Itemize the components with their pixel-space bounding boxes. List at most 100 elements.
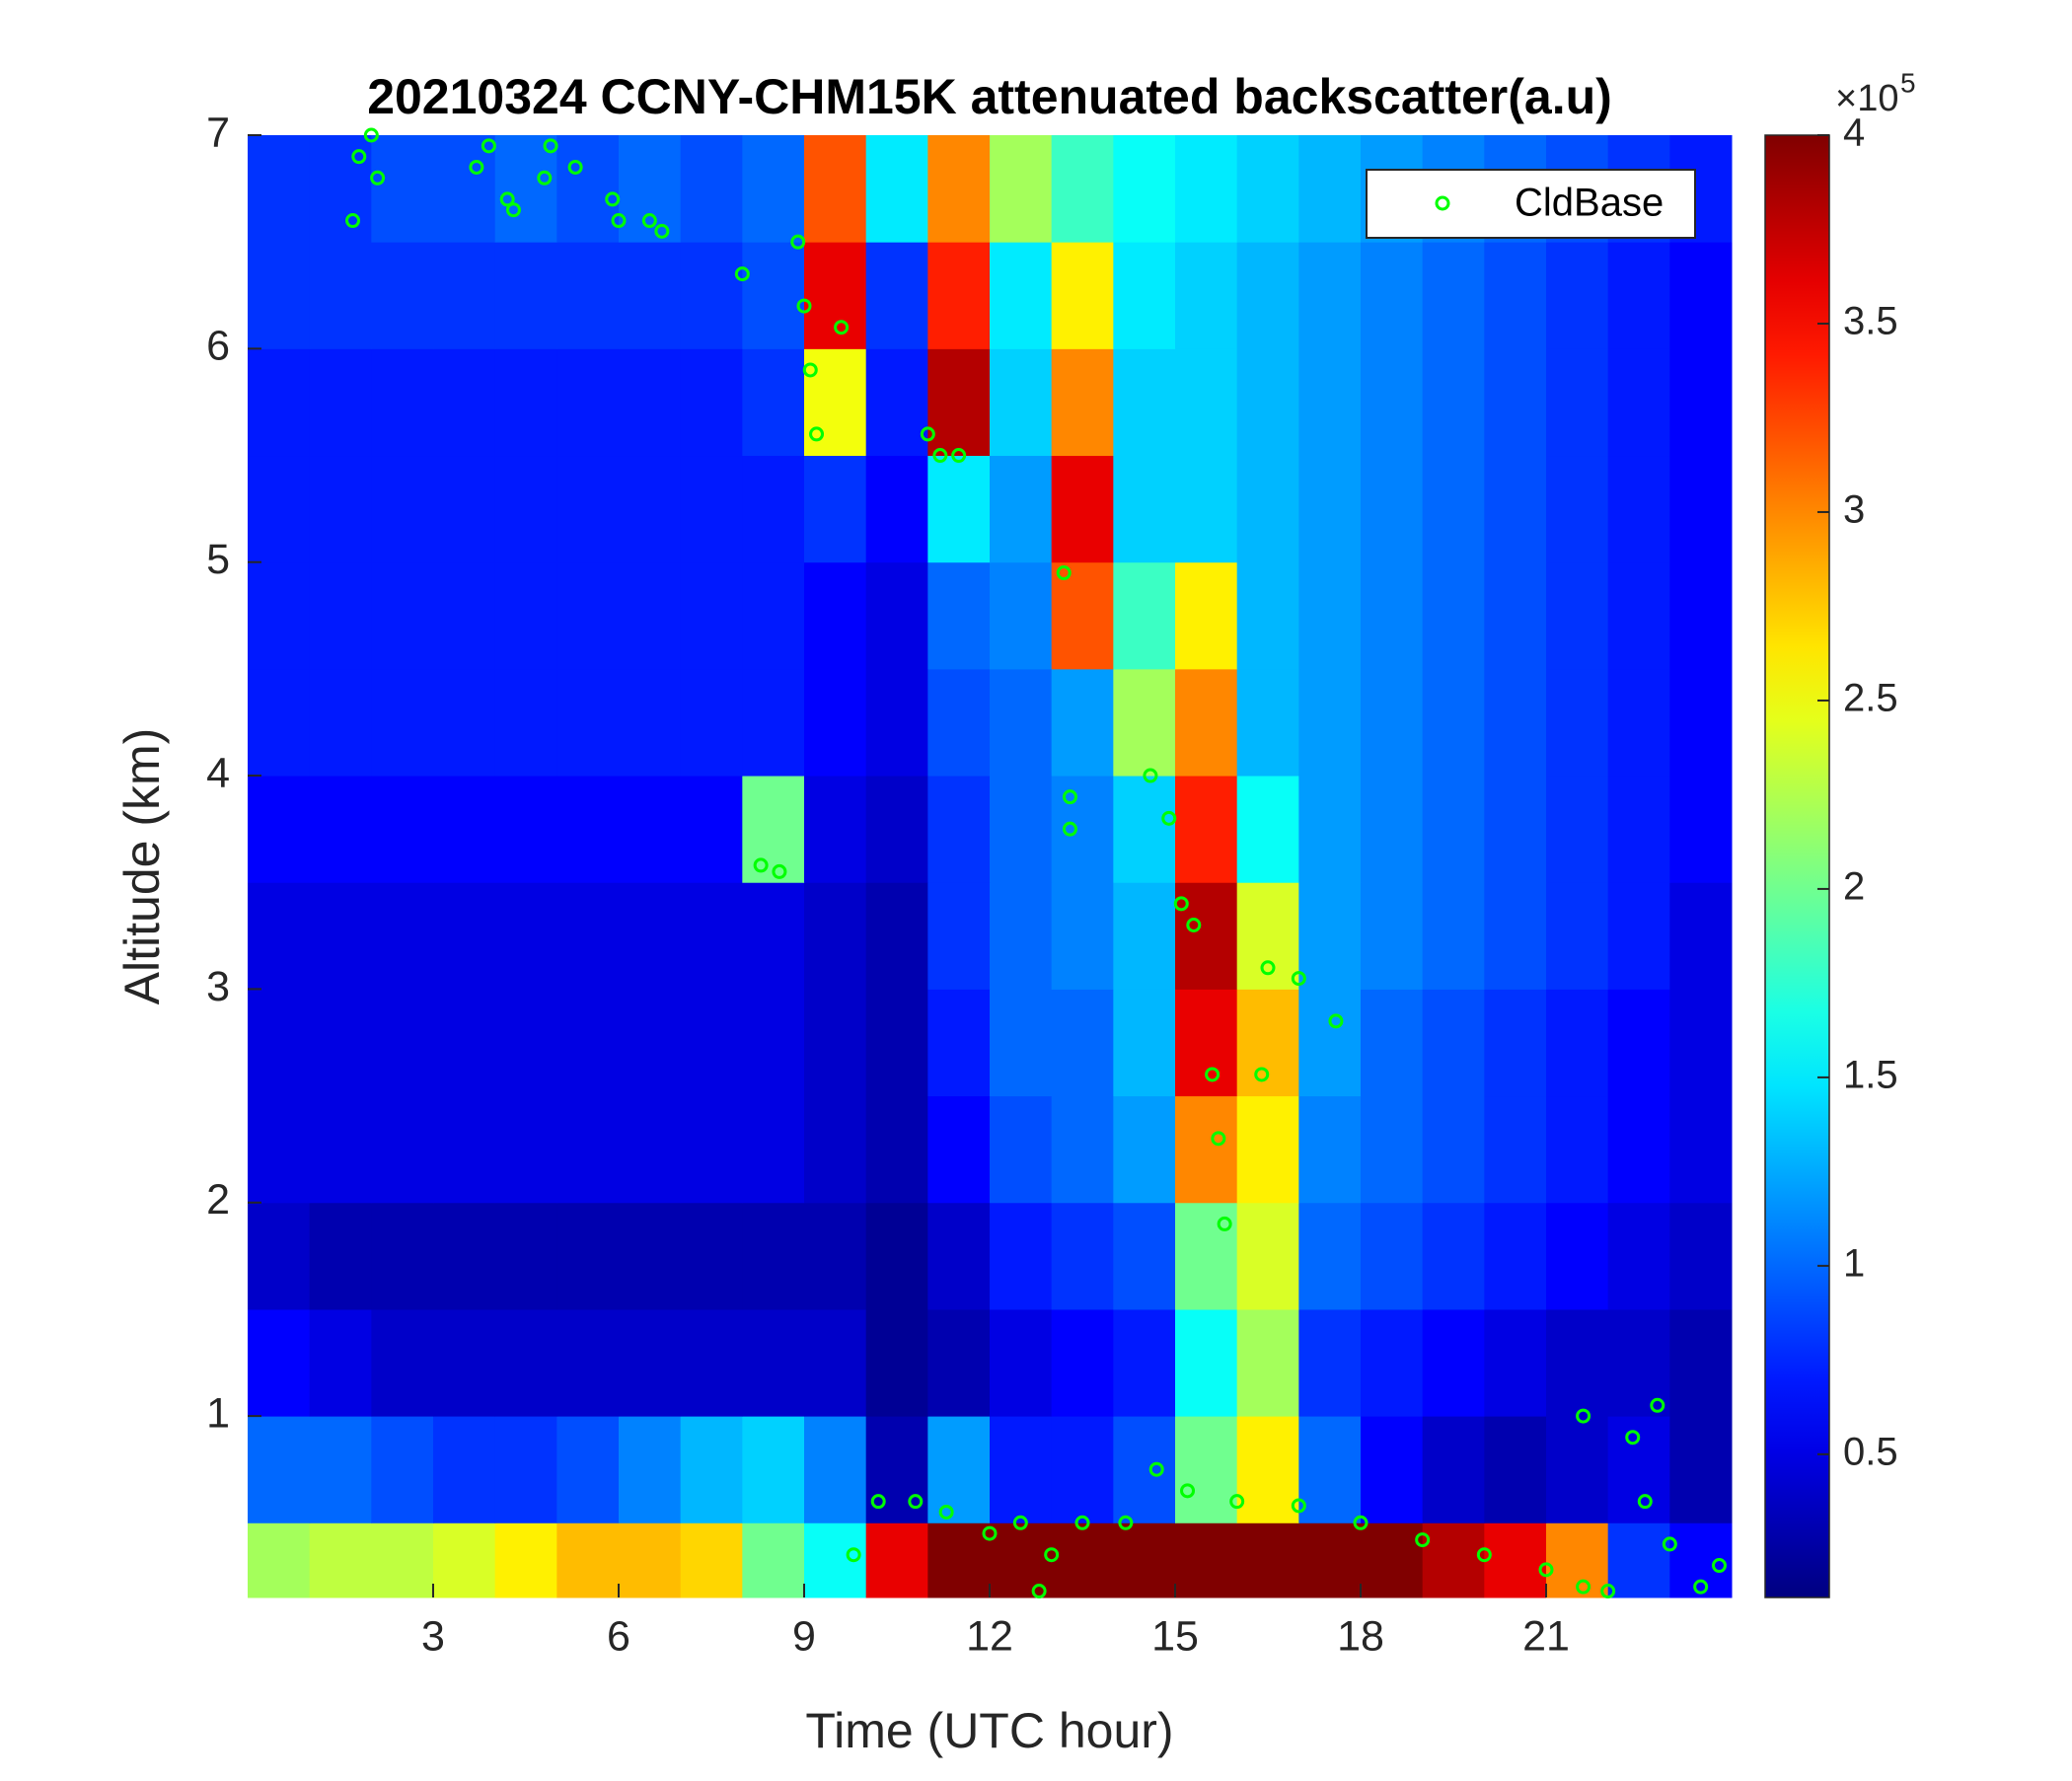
cloud-base-point [908,1494,924,1510]
cloud-base-point [982,1525,998,1541]
cloud-base-point [499,191,515,207]
legend-box [1366,169,1696,239]
cloud-base-point [1217,1216,1232,1231]
heatmap-cell [619,348,682,457]
x-tick-label: 15 [1151,1612,1199,1660]
heatmap-cell [309,668,372,777]
heatmap-cell [1546,776,1609,883]
heatmap-cell [433,668,496,777]
heatmap-cell [680,1095,743,1204]
heatmap-cell [1051,1308,1114,1417]
heatmap-cell [371,561,434,670]
heatmap-cell [1422,882,1485,990]
heatmap-cell [1051,455,1114,563]
heatmap-cell [1236,455,1299,563]
heatmap-cell [619,561,682,670]
heatmap-cell [1236,668,1299,777]
cloud-base-point [1229,1494,1245,1510]
y-tick-label: 3 [206,963,230,1010]
heatmap-cell [804,1095,867,1204]
heatmap-cell [1113,135,1176,243]
heatmap-cell [865,455,928,563]
cloud-base-point [1186,917,1202,932]
heatmap-cell [433,1308,496,1417]
heatmap-cell [1607,1095,1670,1204]
heatmap-cell [494,1522,557,1598]
heatmap-cell [927,1095,991,1204]
heatmap-cell [1422,1095,1485,1204]
heatmap-cell [1236,135,1299,243]
heatmap-cell [927,776,991,883]
heatmap-cell [433,561,496,670]
heatmap-cell [1298,1308,1362,1417]
heatmap-cell [1298,776,1362,883]
heatmap-cell [1113,1202,1176,1310]
heatmap-cell [990,776,1053,883]
heatmap-cell [1669,776,1733,883]
heatmap-cell [990,1202,1053,1310]
heatmap-cell [556,348,620,457]
heatmap-cell [1669,455,1733,563]
heatmap-cell [556,1095,620,1204]
heatmap-cell [742,1522,805,1598]
chart-title: 20210324 CCNY-CHM15K attenuated backscat… [367,69,1612,124]
heatmap-cell [309,135,372,243]
heatmap-cell [248,1522,311,1598]
heatmap-cell [1607,1202,1670,1310]
heatmap-cell [680,776,743,883]
heatmap-cell [371,1308,434,1417]
cloud-base-point [802,362,818,378]
cloud-base-point [1062,789,1077,805]
heatmap-cell [804,989,867,1097]
heatmap-cell [1484,668,1547,777]
heatmap-cell [1236,989,1299,1097]
heatmap-cell [865,1095,928,1204]
heatmap-cell [804,242,867,349]
heatmap-cell [990,882,1053,990]
heatmap-cell [1361,1202,1424,1310]
heatmap-cell [1175,1095,1238,1204]
heatmap-cell [680,242,743,349]
heatmap-cell [1298,882,1362,990]
heatmap-cell [1236,882,1299,990]
cloud-base-point [938,1504,954,1520]
colorbar-tick-label: 3 [1843,488,1865,532]
heatmap-cell [494,135,557,243]
cloud-base-point [1637,1494,1653,1510]
heatmap-cell [1546,561,1609,670]
heatmap-cell [309,561,372,670]
heatmap-cell [1361,1095,1424,1204]
heatmap-cell [1361,882,1424,990]
heatmap-cell [1484,348,1547,457]
heatmap-cell [1236,1522,1299,1598]
heatmap-cell [248,1095,311,1204]
heatmap-cell [680,989,743,1097]
heatmap-cell [865,1202,928,1310]
heatmap-cell [990,242,1053,349]
cloud-base-point [1662,1536,1677,1552]
heatmap-cell [1484,882,1547,990]
heatmap-cell [990,668,1053,777]
heatmap-cell [433,348,496,457]
cloud-base-point [809,426,825,442]
heatmap-cell [619,1308,682,1417]
heatmap-cell [680,1416,743,1523]
cloud-base-point [1118,1515,1134,1530]
heatmap-cell [1484,1416,1547,1523]
heatmap-cell [1113,989,1176,1097]
heatmap-cell [1669,1202,1733,1310]
heatmap-cell [927,882,991,990]
heatmap-cell [1298,1202,1362,1310]
heatmap-cell [1669,882,1733,990]
heatmap-cell [1113,776,1176,883]
heatmap-cell [1422,455,1485,563]
cloud-base-point [1062,821,1077,837]
heatmap-cell [1175,668,1238,777]
heatmap-cell [1051,348,1114,457]
heatmap-cell [371,776,434,883]
heatmap-cell [927,455,991,563]
heatmap-cell [804,455,867,563]
heatmap-cell [1669,668,1733,777]
legend-label: CldBase [1515,182,1664,225]
heatmap-cell [865,135,928,243]
